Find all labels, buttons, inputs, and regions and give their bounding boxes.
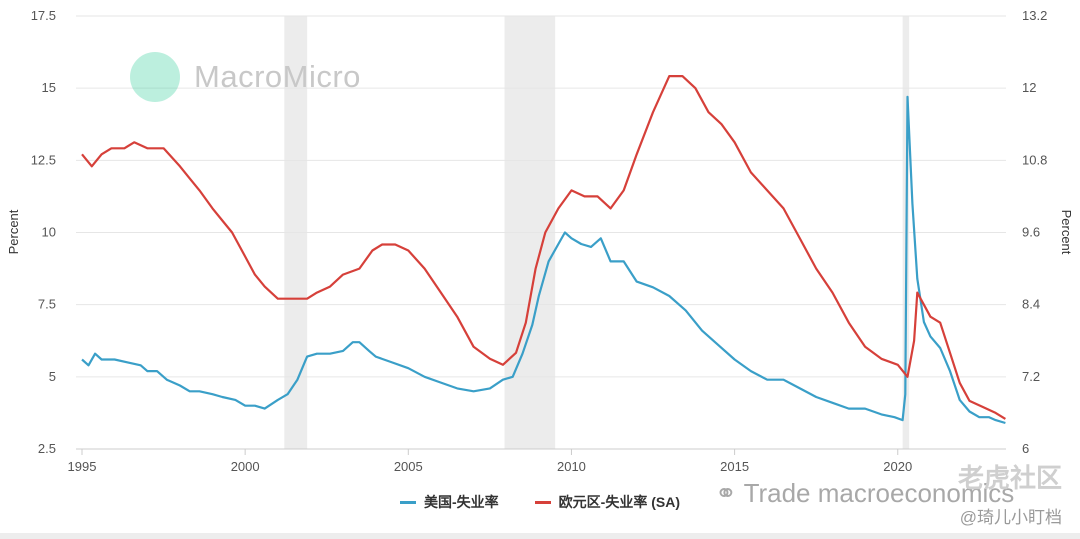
left-tick-label: 17.5 [31,8,56,23]
legend-item-us[interactable]: 美国-失业率 [400,492,499,512]
x-tick-label: 1995 [68,459,97,474]
right-tick-label: 9.6 [1022,225,1040,240]
x-tick-label: 2010 [557,459,586,474]
right-tick-label: 6 [1022,441,1029,456]
right-axis-ticks: 6 7.2 8.4 9.6 10.8 12 13.2 [1022,8,1047,456]
bottom-bar [0,533,1080,539]
wechat-icon: ⚭ [715,478,737,508]
x-tick-label: 2000 [231,459,260,474]
community-watermark: 老虎社区 [957,463,1062,493]
wechat-watermark-text: Trade macroeconomics [743,478,1015,508]
series-line-eurozone [81,75,1006,420]
left-axis-title: Percent [6,209,21,254]
series-line-us [81,95,1006,425]
x-tick-label: 2005 [394,459,423,474]
left-tick-label: 15 [42,80,56,95]
right-tick-label: 12 [1022,80,1036,95]
legend-label-us: 美国-失业率 [424,494,499,510]
right-tick-label: 7.2 [1022,369,1040,384]
macromicro-logo-icon [130,52,180,102]
legend-item-eurozone[interactable]: 欧元区-失业率 (SA) [534,492,680,512]
chart-legend: 美国-失业率 欧元区-失业率 (SA) [0,492,1080,512]
watermark-brand: MacroMicro [194,59,361,94]
left-tick-label: 5 [49,369,56,384]
left-axis-ticks: 2.5 5 7.5 10 12.5 15 17.5 [31,8,56,456]
right-tick-label: 8.4 [1022,297,1040,312]
legend-label-eurozone: 欧元区-失业率 (SA) [558,494,680,510]
series-lines [81,75,1006,425]
right-tick-label: 10.8 [1022,152,1047,167]
x-tick-label: 2015 [720,459,749,474]
right-axis-title: Percent [1059,210,1074,255]
left-tick-label: 2.5 [38,441,56,456]
wechat-watermark: ⚭ Trade macroeconomics [715,478,1014,509]
x-tick-label: 2020 [883,459,912,474]
right-tick-label: 13.2 [1022,8,1047,23]
legend-swatch-us [400,500,416,504]
left-tick-label: 7.5 [38,297,56,312]
gridlines [76,15,1006,450]
macromicro-watermark: MacroMicro [130,52,361,102]
left-tick-label: 10 [42,225,56,240]
left-tick-label: 12.5 [31,152,56,167]
x-axis-ticks: 1995 2000 2005 2010 2015 2020 [68,449,912,474]
user-watermark: @琦儿小盯档 [959,508,1062,527]
legend-swatch-eurozone [534,500,551,504]
